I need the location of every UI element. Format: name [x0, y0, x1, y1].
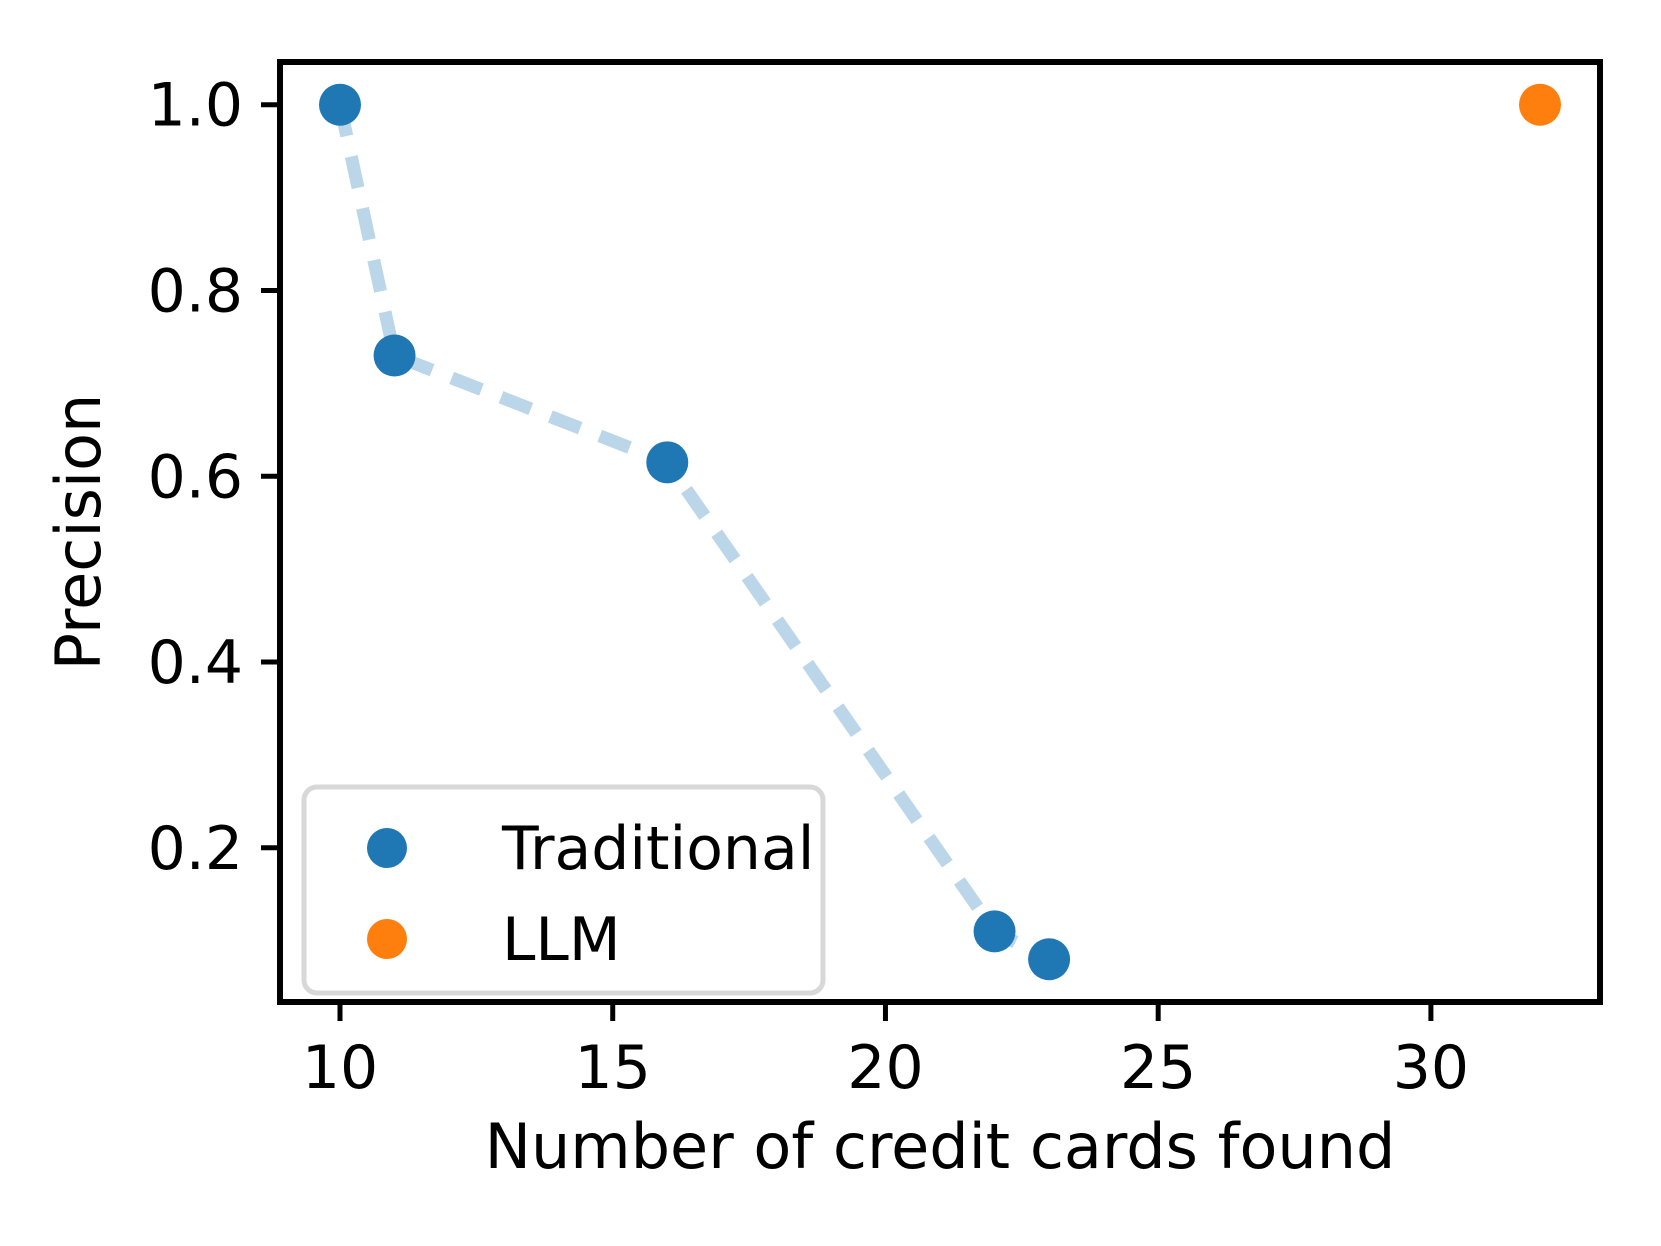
series-layer: [319, 83, 1561, 981]
legend: Traditional LLM: [301, 784, 826, 996]
legend-label-llm: LLM: [502, 905, 621, 975]
x-tick-label: 10: [302, 1033, 378, 1103]
y-tick-label: 0.6: [148, 442, 243, 512]
data-point-traditional: [373, 334, 416, 377]
data-point-traditional: [646, 441, 689, 484]
data-point-traditional: [1028, 938, 1071, 981]
legend-marker-traditional: [367, 828, 407, 868]
y-tick-label: 0.4: [148, 628, 243, 698]
x-tick-label: 20: [847, 1033, 923, 1103]
x-axis-ticks: 10 15 20 25 30: [302, 1002, 1469, 1103]
x-axis-label: Number of credit cards found: [485, 1110, 1396, 1183]
y-tick-label: 0.8: [148, 256, 243, 326]
data-point-traditional: [973, 910, 1016, 953]
y-axis-label: Precision: [42, 394, 115, 671]
data-point-traditional: [319, 83, 361, 126]
x-tick-label: 30: [1393, 1033, 1469, 1103]
x-tick-label: 15: [575, 1033, 651, 1103]
legend-label-traditional: Traditional: [501, 814, 814, 884]
legend-marker-llm: [367, 919, 407, 959]
plot-area: [277, 59, 1603, 1005]
legend-box: [301, 784, 826, 996]
y-axis-ticks: 1.0 0.8 0.6 0.4 0.2: [148, 71, 280, 884]
y-tick-label: 0.2: [148, 814, 243, 884]
y-tick-label: 1.0: [148, 71, 243, 141]
data-point-llm: [1519, 83, 1561, 126]
x-tick-label: 25: [1120, 1033, 1196, 1103]
